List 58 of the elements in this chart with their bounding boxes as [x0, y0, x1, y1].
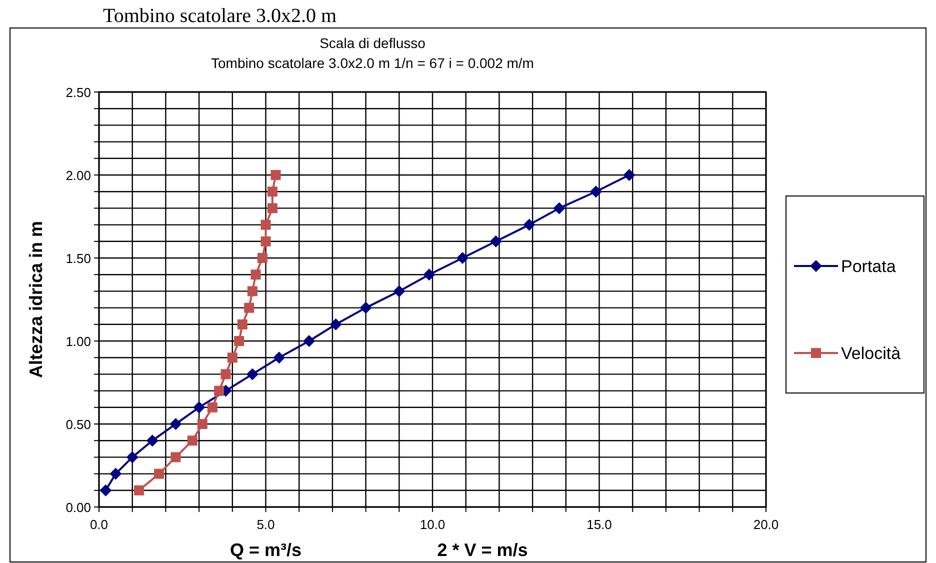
chart-title: Scala di deflusso: [320, 35, 426, 51]
x-tick-label: 0.0: [90, 517, 108, 532]
point: [623, 169, 636, 181]
x-tick-label: 5.0: [256, 517, 275, 532]
point: [303, 335, 316, 347]
point: [170, 452, 181, 462]
point: [227, 352, 238, 363]
x-tick-label: 15.0: [586, 517, 612, 532]
point: [360, 302, 372, 314]
point: [100, 484, 112, 496]
point: [110, 468, 122, 480]
point: [187, 436, 198, 446]
point: [193, 401, 206, 414]
y-tick-label: 1.00: [66, 334, 91, 349]
legend-label: Velocità: [841, 344, 902, 363]
point: [267, 203, 278, 214]
y-tick-label: 0.00: [66, 500, 91, 515]
point: [523, 218, 536, 231]
x-tick-label: 10.0: [420, 517, 446, 532]
point: [126, 451, 138, 464]
point: [267, 186, 278, 197]
point: [273, 352, 286, 364]
point: [246, 368, 258, 380]
point: [553, 202, 566, 214]
legend-label: Portata: [841, 257, 896, 276]
point: [197, 419, 208, 429]
point: [270, 170, 281, 180]
point: [214, 386, 224, 396]
point: [423, 268, 436, 281]
point: [234, 336, 244, 346]
point: [250, 270, 261, 280]
point: [456, 252, 469, 264]
point: [490, 235, 502, 248]
point: [154, 468, 164, 479]
y-tick-label: 0.50: [66, 417, 91, 432]
text: 2 * V = m/s: [437, 540, 528, 560]
chart-subtitle: Tombino scatolare 3.0x2.0 m 1/n = 67 i = 0.002 m/m: [211, 55, 534, 71]
point: [244, 302, 254, 313]
point: [207, 402, 218, 412]
x-tick-label: 20.0: [753, 517, 779, 532]
point: [330, 318, 342, 330]
y-tick-label: 2.50: [66, 85, 91, 100]
point: [170, 418, 182, 430]
point: [220, 369, 231, 380]
y-tick-label: 1.50: [66, 251, 91, 266]
text: Tombino scatolare 3.0x2.0 m: [103, 5, 337, 27]
point: [590, 186, 602, 198]
point: [260, 236, 271, 246]
x-axis-title: Q = m³/s: [230, 540, 302, 560]
y-tick-label: 2.00: [66, 168, 91, 183]
point: [260, 220, 271, 230]
point: [257, 253, 268, 263]
point: [393, 285, 406, 298]
point: [247, 286, 258, 296]
point: [134, 485, 144, 496]
point: [146, 434, 158, 447]
y-axis-title: Altezza idrica in m: [26, 220, 46, 378]
point: [237, 319, 248, 330]
